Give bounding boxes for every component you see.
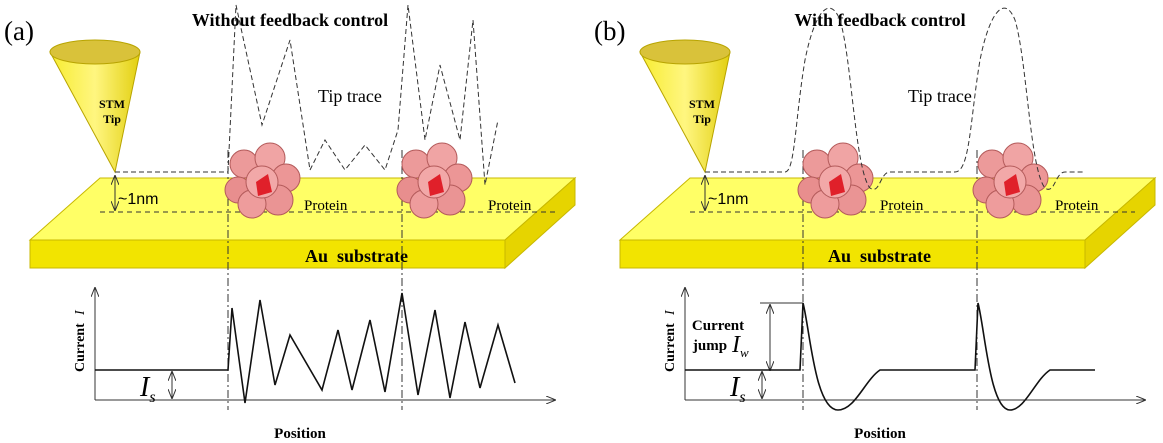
- subscript: s: [149, 389, 155, 406]
- panel-label: (b): [594, 16, 625, 46]
- y-axis-label: Current: [73, 323, 88, 372]
- y-axis-symbol: I: [73, 309, 88, 316]
- tip-label: STM: [689, 97, 715, 111]
- baseline-label: Is: [729, 372, 746, 406]
- tip-label: STM: [99, 97, 125, 111]
- protein-label: Protein: [304, 198, 348, 214]
- jump-label: jump: [692, 338, 727, 354]
- x-axis-label: Position: [274, 426, 326, 442]
- jump-symbol: Iw: [731, 332, 749, 360]
- subscript: w: [740, 345, 749, 360]
- panel-title: Without feedback control: [192, 10, 388, 30]
- panel-label: (a): [4, 16, 34, 46]
- protein-label: Protein: [1055, 198, 1099, 214]
- x-axis-label: Position: [854, 426, 906, 442]
- figure: (a) Without feedback control STM Tip ~1n…: [0, 0, 1163, 443]
- trace-label: Tip trace: [318, 86, 382, 106]
- panel-a: (a) Without feedback control STM Tip ~1n…: [4, 5, 575, 442]
- panel-title: With feedback control: [794, 10, 965, 30]
- current-trace: [95, 293, 515, 403]
- gap-label: ~1nm: [708, 191, 748, 208]
- trace-label: Tip trace: [908, 86, 972, 106]
- subscript: s: [739, 389, 745, 406]
- y-axis-label: Current: [663, 323, 678, 372]
- tip-label: Tip: [103, 112, 121, 126]
- substrate-label: Au substrate: [828, 246, 931, 266]
- panel-b: (b) With feedback control STM Tip ~1nm T…: [594, 8, 1155, 442]
- gap-label: ~1nm: [118, 191, 158, 208]
- stm-tip: [640, 52, 730, 172]
- y-axis-symbol: I: [663, 309, 678, 316]
- protein-label: Protein: [880, 198, 924, 214]
- baseline-label: Is: [139, 372, 156, 406]
- tip-top: [50, 40, 140, 64]
- protein-label: Protein: [488, 198, 532, 214]
- tip-top: [640, 40, 730, 64]
- substrate-label: Au substrate: [305, 246, 408, 266]
- stm-tip: [50, 52, 140, 172]
- tip-label: Tip: [693, 112, 711, 126]
- substrate-front: [30, 240, 505, 268]
